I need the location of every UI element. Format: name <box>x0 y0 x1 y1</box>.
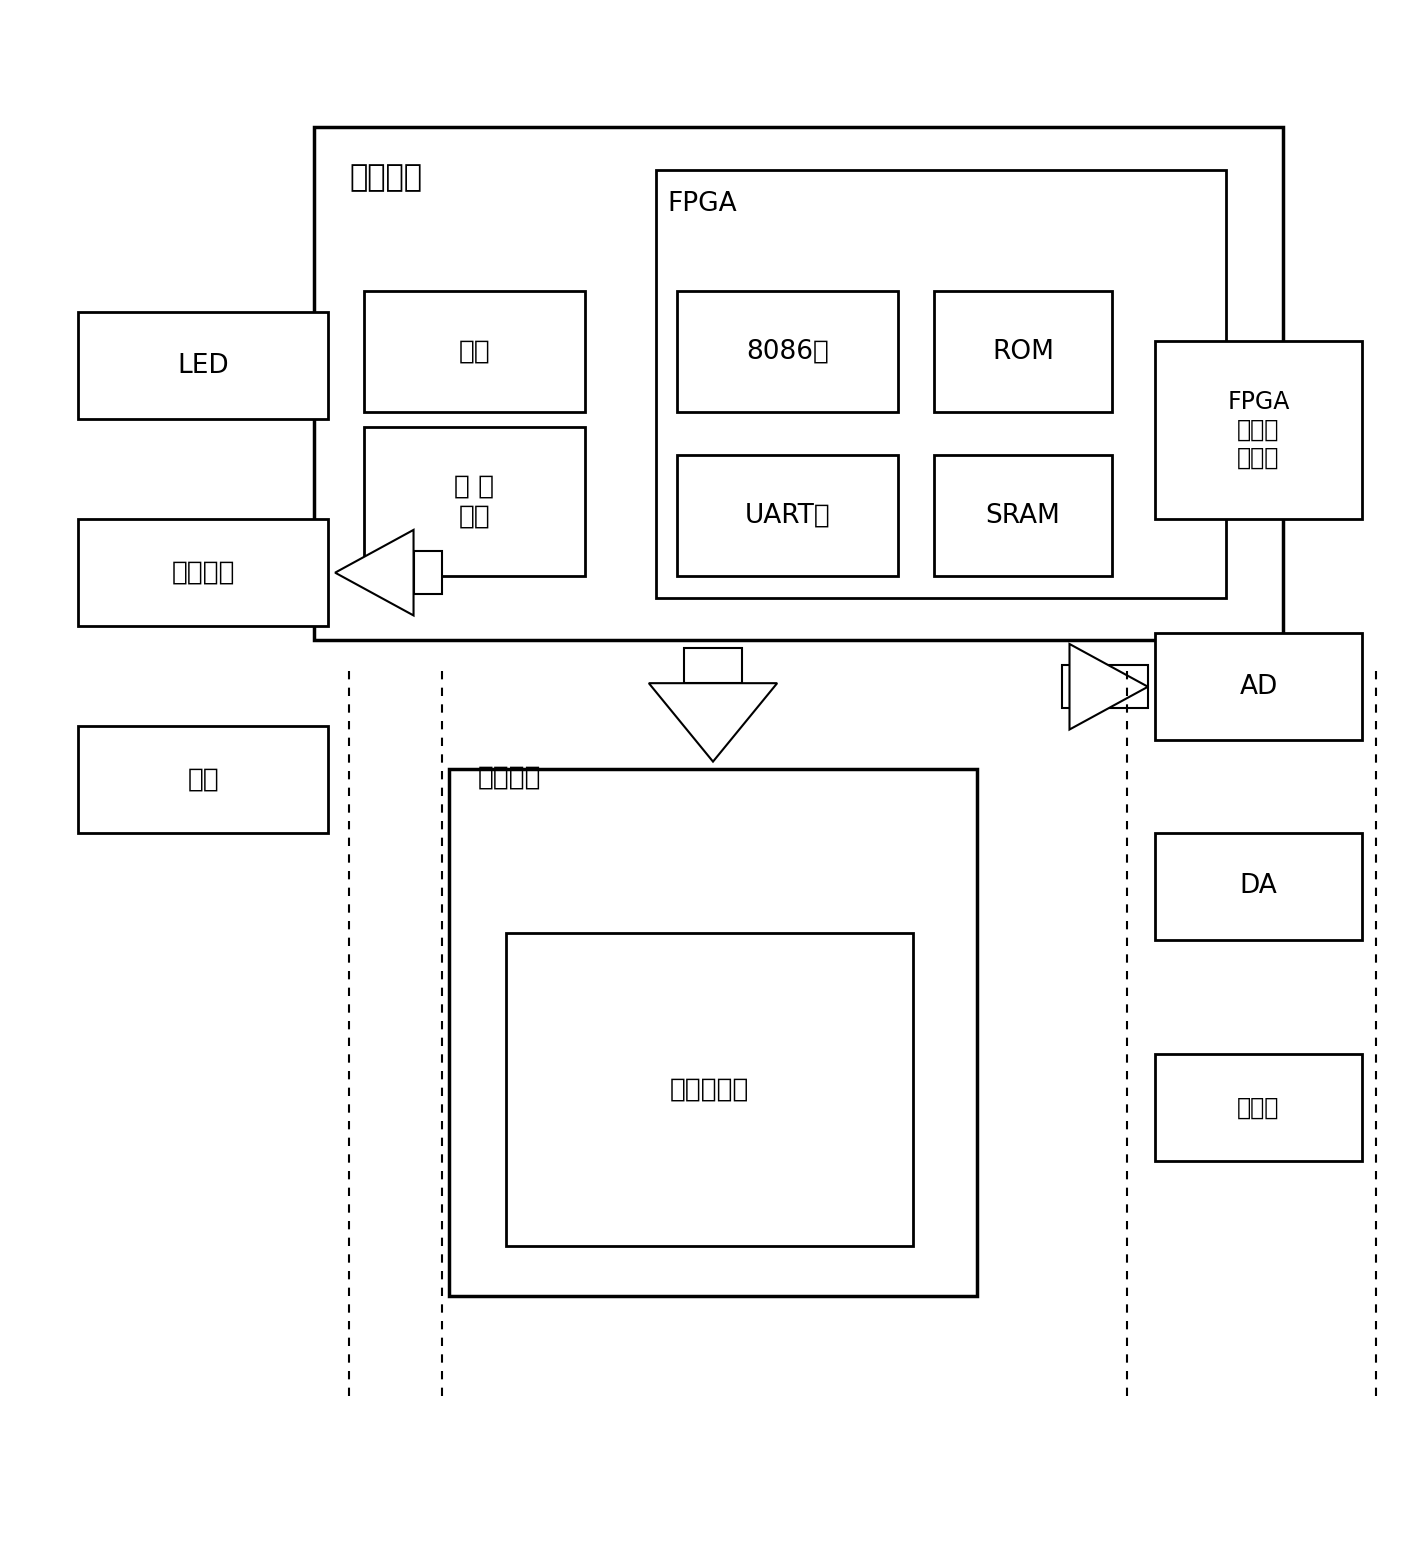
Bar <box>1155 1054 1362 1160</box>
Polygon shape <box>1070 644 1148 730</box>
Bar <box>1155 633 1362 741</box>
Text: UART核: UART核 <box>744 503 831 529</box>
Bar <box>314 127 1283 640</box>
Text: 接口芯片组: 接口芯片组 <box>670 1076 749 1102</box>
Text: 8086核: 8086核 <box>746 338 830 365</box>
Bar <box>364 426 585 576</box>
Bar <box>1155 833 1362 940</box>
Bar <box>506 933 913 1247</box>
Bar <box>934 291 1112 412</box>
Text: SRAM: SRAM <box>985 503 1061 529</box>
Bar <box>656 169 1226 598</box>
Bar <box>364 291 585 412</box>
Text: 核心电路: 核心电路 <box>349 163 422 191</box>
Bar <box>684 647 742 683</box>
Text: 晶振: 晶振 <box>458 338 491 365</box>
Text: FPGA
电源转
换电路: FPGA 电源转 换电路 <box>1228 390 1289 470</box>
Bar <box>1155 341 1362 520</box>
Text: AD: AD <box>1239 673 1278 700</box>
Bar <box>78 313 328 420</box>
Text: LED: LED <box>177 352 230 379</box>
Bar <box>934 456 1112 576</box>
Bar <box>1062 666 1148 708</box>
Bar <box>677 456 898 576</box>
Bar <box>78 727 328 833</box>
Bar <box>677 291 898 412</box>
Text: FPGA: FPGA <box>667 191 737 218</box>
Polygon shape <box>649 683 777 761</box>
Text: ROM: ROM <box>992 338 1054 365</box>
Text: 配 置
芯片: 配 置 芯片 <box>453 473 495 529</box>
Bar <box>414 551 442 594</box>
Text: 扬声器: 扬声器 <box>1238 1095 1279 1120</box>
Bar <box>449 769 977 1297</box>
Bar <box>78 520 328 626</box>
Text: 接口电路: 接口电路 <box>478 764 542 791</box>
Text: DA: DA <box>1239 874 1278 899</box>
Text: 拨码开关: 拨码开关 <box>171 559 235 586</box>
Text: 按键: 按键 <box>187 766 220 792</box>
Polygon shape <box>335 529 414 615</box>
